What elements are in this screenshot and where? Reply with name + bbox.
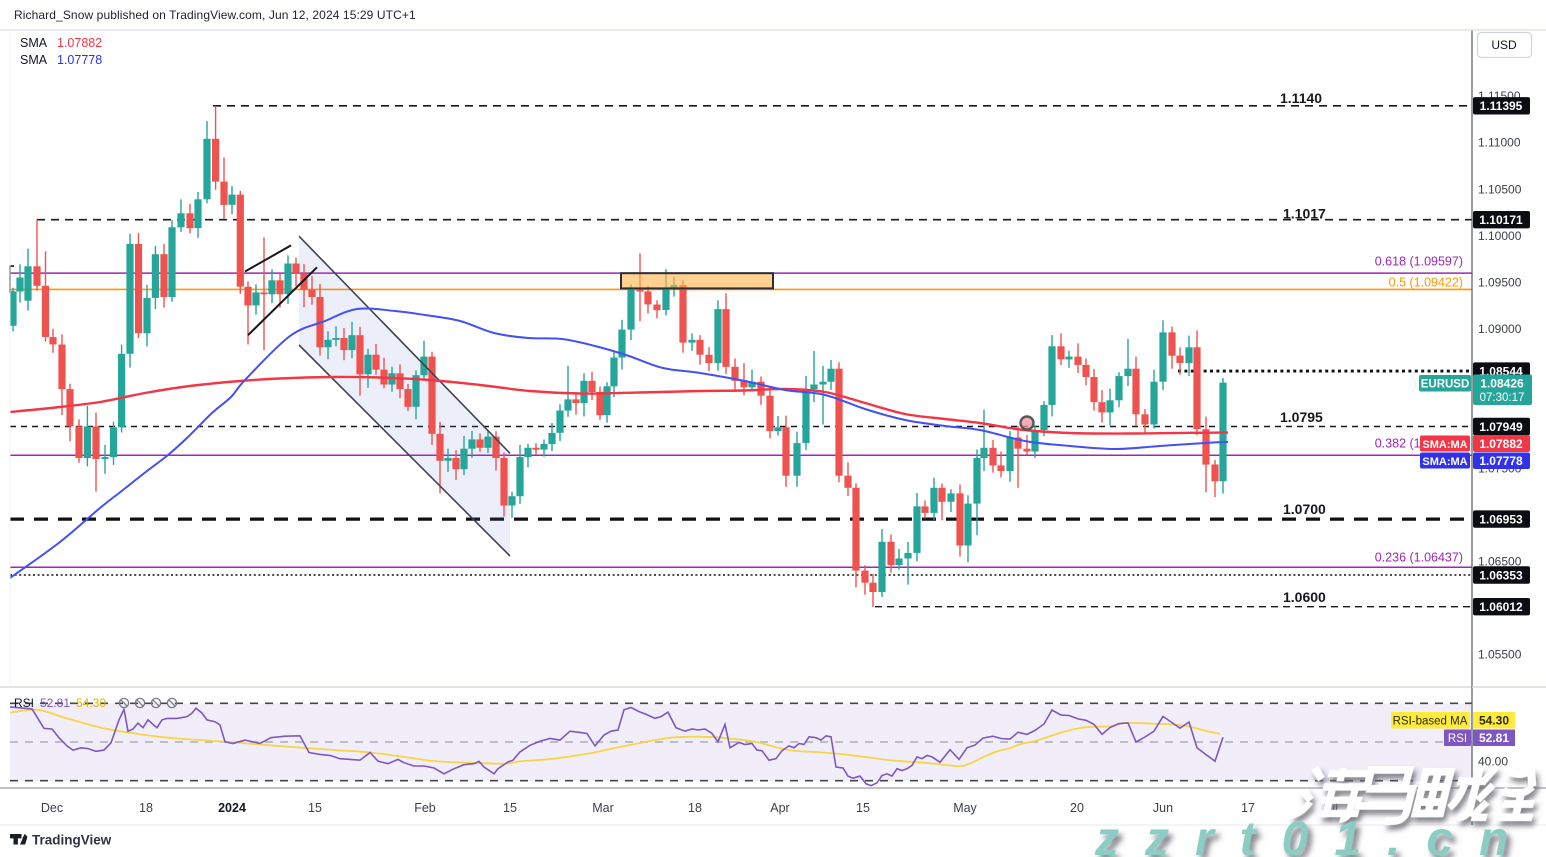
svg-text:1.06953: 1.06953 [1479, 513, 1523, 527]
svg-text:1.07882: 1.07882 [57, 36, 102, 50]
svg-text:1.06353: 1.06353 [1479, 568, 1523, 582]
svg-text:1.05500: 1.05500 [1478, 648, 1522, 662]
svg-text:1.07778: 1.07778 [57, 53, 102, 67]
svg-text:1.07778: 1.07778 [1479, 454, 1523, 468]
svg-text:54.30: 54.30 [76, 696, 106, 710]
svg-text:0.236 (1.06437): 0.236 (1.06437) [1375, 551, 1463, 565]
svg-text:SMA: SMA [20, 36, 48, 50]
svg-text:1.08426: 1.08426 [1480, 377, 1524, 391]
svg-text:1.0700: 1.0700 [1283, 501, 1326, 517]
svg-text:SMA: SMA [20, 53, 48, 67]
svg-text:07:30:17: 07:30:17 [1480, 392, 1525, 404]
svg-text:1.06012: 1.06012 [1479, 600, 1523, 614]
svg-text:1.07882: 1.07882 [1479, 437, 1523, 451]
svg-text:Mar: Mar [592, 801, 614, 815]
svg-text:1.11000: 1.11000 [1478, 136, 1521, 150]
svg-text:SMA:MA: SMA:MA [1422, 456, 1467, 468]
svg-text:2024: 2024 [218, 801, 246, 815]
svg-text:1.07949: 1.07949 [1479, 420, 1523, 434]
svg-text:Feb: Feb [414, 801, 436, 815]
svg-text:Dec: Dec [41, 801, 63, 815]
svg-text:18: 18 [688, 801, 702, 815]
svg-text:Richard_Snow published on Trad: Richard_Snow published on TradingView.co… [14, 8, 416, 22]
svg-text:RSI-based MA: RSI-based MA [1393, 716, 1468, 728]
svg-text:1.10171: 1.10171 [1479, 213, 1523, 227]
svg-text:EURUSD: EURUSD [1421, 379, 1470, 391]
svg-text:zzrt01.cn: zzrt01.cn [1094, 813, 1534, 857]
svg-text:15: 15 [856, 801, 870, 815]
svg-text:1.0795: 1.0795 [1280, 409, 1323, 425]
svg-text:1.10000: 1.10000 [1478, 229, 1522, 243]
svg-text:1.11395: 1.11395 [1480, 99, 1523, 113]
svg-text:May: May [953, 801, 977, 815]
svg-text:1.0600: 1.0600 [1283, 589, 1326, 605]
svg-text:15: 15 [503, 801, 517, 815]
svg-text:0.5 (1.09422): 0.5 (1.09422) [1389, 276, 1463, 290]
svg-text:1.09000: 1.09000 [1478, 322, 1522, 336]
svg-text:USD: USD [1491, 38, 1517, 52]
svg-text:18: 18 [139, 801, 153, 815]
svg-text:TradingView: TradingView [32, 833, 112, 848]
svg-text:SMA:MA: SMA:MA [1422, 439, 1467, 451]
svg-text:1.10500: 1.10500 [1478, 182, 1522, 196]
svg-text:40.00: 40.00 [1478, 755, 1508, 769]
svg-text:52.81: 52.81 [40, 696, 70, 710]
svg-text:1.1017: 1.1017 [1283, 206, 1326, 222]
svg-text:Jun: Jun [1153, 801, 1173, 815]
svg-text:1.09500: 1.09500 [1478, 275, 1522, 289]
svg-text:15: 15 [308, 801, 322, 815]
svg-text:RSI: RSI [1448, 733, 1467, 745]
svg-text:RSI: RSI [14, 696, 34, 710]
svg-text:52.81: 52.81 [1479, 731, 1509, 745]
svg-text:20: 20 [1070, 801, 1084, 815]
svg-text:1.06500: 1.06500 [1478, 555, 1522, 569]
svg-text:0.618 (1.09597): 0.618 (1.09597) [1375, 255, 1463, 269]
svg-text:17: 17 [1241, 801, 1255, 815]
svg-text:54.30: 54.30 [1479, 714, 1509, 728]
svg-text:1.1140: 1.1140 [1280, 90, 1322, 106]
svg-text:Apr: Apr [770, 801, 789, 815]
